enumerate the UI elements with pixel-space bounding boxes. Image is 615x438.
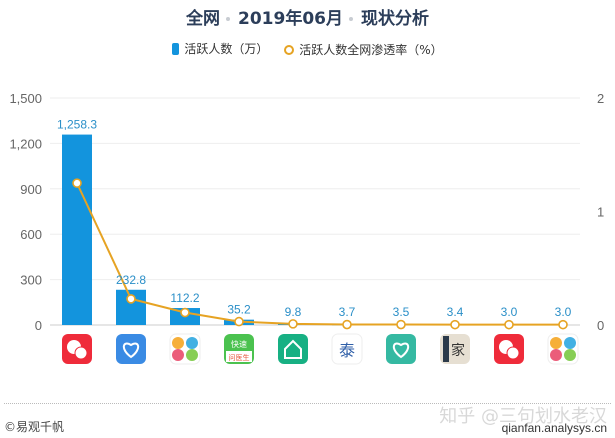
line-point[interactable]	[558, 319, 568, 330]
svg-text:泰: 泰	[339, 341, 355, 360]
bar-value-label: 1,258.3	[57, 118, 97, 132]
y-left-tick: 1,500	[9, 91, 42, 106]
line-point[interactable]	[72, 178, 82, 188]
chart-plot: 0 300 600 900 1,200 1,500 0 1 2 1,258.3 232.8 112.2…	[9, 91, 604, 365]
bar-value-label: 112.2	[170, 291, 199, 305]
title-period: 2019年06月	[238, 9, 343, 29]
site-url: qianfan.analysys.cn	[501, 421, 607, 435]
line-point[interactable]	[234, 316, 244, 327]
y-left-tick: 1,200	[9, 136, 42, 151]
svg-text:家: 家	[451, 342, 465, 359]
svg-text:问医生: 问医生	[229, 353, 250, 362]
app-icon[interactable]: 家	[440, 334, 470, 364]
line-point[interactable]	[450, 319, 460, 330]
y-left-tick: 300	[20, 273, 42, 288]
bar[interactable]	[62, 134, 92, 325]
bar-value-label: 9.8	[285, 305, 302, 319]
app-icon[interactable]	[116, 334, 146, 364]
app-icon[interactable]	[278, 334, 308, 364]
legend-line-label: 活跃人数全网渗透率（%）	[299, 43, 443, 57]
y-right-tick: 0	[597, 318, 604, 333]
watermark: 知乎 @三句划水老汉	[439, 406, 607, 427]
chart-title: 全网 2019年06月 现状分析	[0, 4, 615, 29]
title-separator	[226, 17, 230, 21]
line-point[interactable]	[396, 319, 406, 330]
title-scope: 全网	[186, 9, 220, 29]
y-right-tick: 1	[597, 205, 604, 220]
line-point[interactable]	[342, 319, 352, 330]
app-icon[interactable]	[62, 334, 92, 364]
line-swatch-icon	[284, 44, 295, 55]
y-right-tick: 2	[597, 91, 604, 106]
title-separator	[348, 17, 353, 21]
footer-divider	[4, 403, 611, 404]
bar-value-label: 3.0	[555, 305, 572, 319]
legend-item-line[interactable]: 活跃人数全网渗透率（%）	[284, 41, 443, 58]
bar-swatch-icon	[172, 42, 180, 55]
penetration-line	[76, 182, 563, 326]
copyright: ©易观千帆	[4, 420, 65, 434]
line-point[interactable]	[288, 319, 298, 329]
y-left-tick: 900	[20, 182, 42, 197]
y-left-tick: 600	[20, 227, 42, 242]
app-icon[interactable]: 泰	[331, 333, 363, 365]
y-left-tick: 0	[35, 318, 42, 333]
app-icon[interactable]	[494, 334, 524, 364]
bar-value-label: 232.8	[116, 273, 146, 287]
bar-value-label: 3.0	[501, 305, 518, 319]
legend-bar-label: 活跃人数（万）	[184, 42, 269, 56]
legend-item-bar[interactable]: 活跃人数（万）	[172, 40, 268, 57]
app-icon[interactable]	[169, 333, 201, 365]
bar-value-label: 3.4	[447, 305, 464, 319]
line-point[interactable]	[126, 294, 136, 304]
bar-value-label: 35.2	[227, 303, 251, 317]
line-point[interactable]	[504, 319, 514, 330]
app-icon[interactable]	[386, 334, 416, 364]
svg-text:快速: 快速	[231, 339, 247, 349]
chart-legend: 活跃人数（万） 活跃人数全网渗透率（%）	[0, 40, 615, 58]
line-point[interactable]	[180, 307, 190, 318]
title-subject: 现状分析	[360, 9, 429, 29]
app-icon[interactable]	[547, 333, 579, 365]
bar-value-label: 3.5	[393, 305, 410, 319]
bar-value-label: 3.7	[339, 305, 356, 319]
